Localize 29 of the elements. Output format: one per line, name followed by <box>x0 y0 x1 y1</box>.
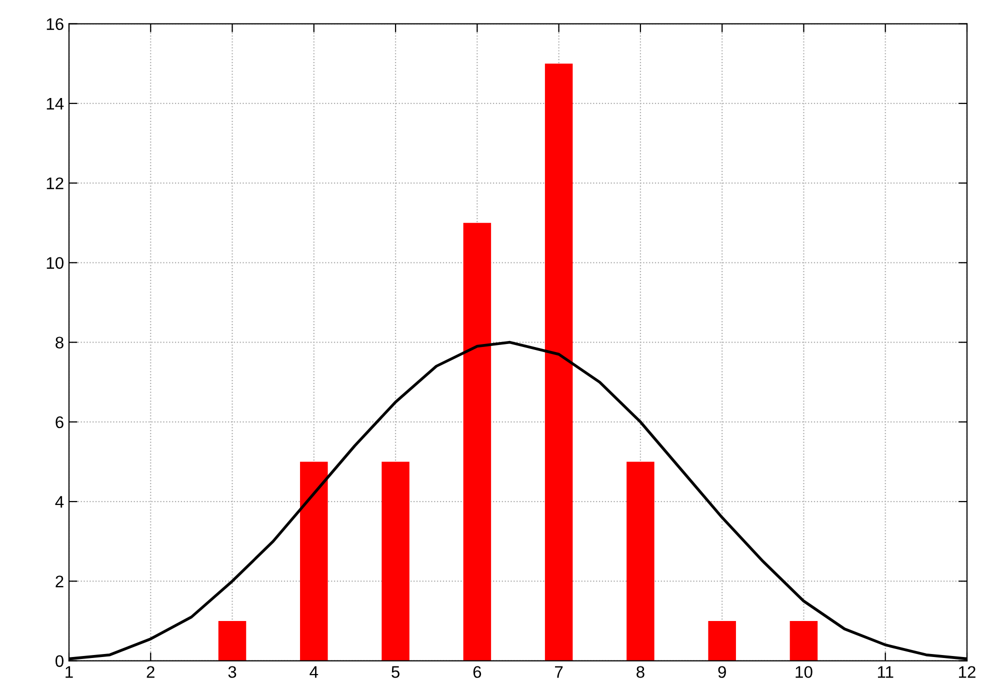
bar <box>382 462 410 661</box>
x-tick-label: 6 <box>473 666 482 678</box>
y-tick-label: 16 <box>46 18 64 30</box>
y-tick-label: 6 <box>56 416 64 428</box>
y-tick-label: 12 <box>46 177 64 190</box>
x-tick-label: 3 <box>228 666 236 678</box>
x-tick-label: 7 <box>555 666 563 678</box>
bar <box>790 620 818 661</box>
x-tick-label: 4 <box>310 666 318 678</box>
y-tick-label: 2 <box>56 576 64 588</box>
y-tick-label: 8 <box>56 336 64 349</box>
x-tick-label: 9 <box>718 666 726 678</box>
bar <box>300 462 328 661</box>
bar <box>463 222 492 661</box>
x-tick-label: 11 <box>878 666 894 678</box>
x-tick-label: 8 <box>636 666 644 678</box>
x-tick-label: 10 <box>796 666 812 678</box>
y-tick-label: 14 <box>46 98 64 110</box>
bar <box>708 620 736 661</box>
x-tick-label: 1 <box>66 666 73 678</box>
bar <box>626 462 654 661</box>
x-tick-label: 5 <box>392 666 400 678</box>
y-tick-label: 0 <box>56 655 64 668</box>
y-tick-label: 4 <box>55 496 64 508</box>
bar <box>218 620 246 661</box>
bar <box>544 64 573 661</box>
y-tick-label: 10 <box>46 257 64 269</box>
x-tick-label: 12 <box>959 666 976 678</box>
x-tick-label: 2 <box>146 666 154 678</box>
